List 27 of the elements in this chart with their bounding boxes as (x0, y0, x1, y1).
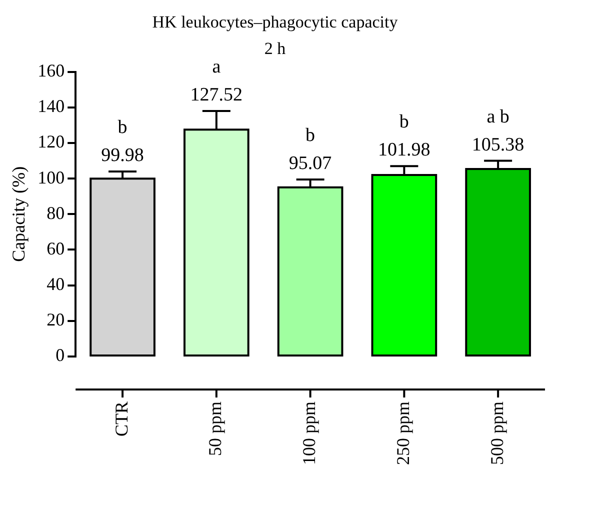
y-tick-label: 100 (38, 167, 65, 188)
y-tick-label: 140 (38, 96, 65, 116)
annotation: a b (486, 106, 510, 128)
x-tick-label: 100 ppm (299, 402, 320, 466)
y-tick-label: 120 (38, 132, 65, 152)
x-tick-label: 500 ppm (486, 402, 507, 466)
x-tick-label: CTR (111, 402, 132, 437)
annotation: a (212, 56, 222, 78)
data-label: 105.38 (472, 134, 524, 156)
annotation: b (306, 124, 316, 146)
data-label: 95.07 (288, 152, 332, 174)
y-tick-label: 80 (46, 202, 65, 223)
data-label: 99.98 (101, 144, 144, 166)
data-label: 127.52 (190, 84, 243, 106)
y-tick-label: 40 (46, 274, 65, 294)
y-axis-title: Capacity (%) (8, 166, 29, 262)
chart-title: HK leukocytes–phagocytic capacity (152, 12, 398, 32)
annotation: b (399, 112, 409, 133)
chart-subtitle: 2 h (264, 39, 286, 58)
y-tick-label: 20 (46, 310, 65, 330)
x-tick-label: 250 ppm (392, 402, 413, 466)
x-tick-label: 50 ppm (205, 402, 226, 456)
data-label: 101.98 (378, 140, 430, 161)
annotation: b (118, 116, 128, 138)
y-tick-label: 160 (38, 60, 65, 81)
y-tick-label: 60 (46, 238, 65, 258)
y-tick-label: 0 (56, 345, 65, 366)
